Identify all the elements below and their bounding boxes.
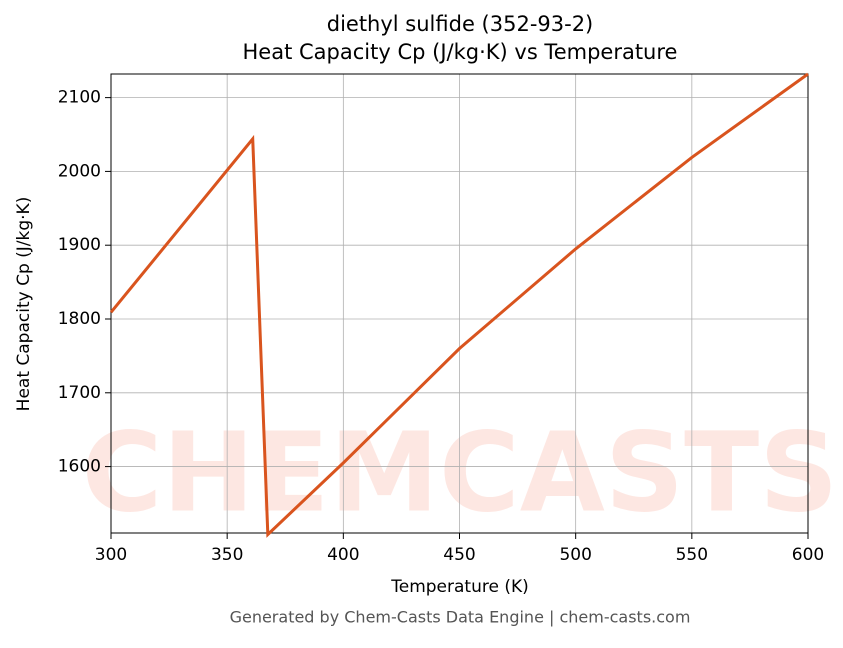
chart-subtitle: Heat Capacity Cp (J/kg·K) vs Temperature (243, 40, 678, 64)
x-tick-label: 550 (676, 545, 708, 565)
x-tick-label: 600 (792, 545, 824, 565)
chart-title: diethyl sulfide (352-93-2) (327, 12, 594, 36)
x-tick-label: 400 (327, 545, 359, 565)
y-axis-label: Heat Capacity Cp (J/kg·K) (14, 197, 34, 412)
watermark: CHEMCASTS (82, 408, 839, 536)
x-tick-label: 300 (95, 545, 127, 565)
y-tick-label: 1600 (58, 457, 101, 477)
x-tick-label: 500 (559, 545, 591, 565)
y-tick-label: 2100 (58, 88, 101, 108)
y-tick-label: 1900 (58, 235, 101, 255)
x-tick-label: 450 (443, 545, 475, 565)
y-tick-label: 1800 (58, 309, 101, 329)
x-axis-label: Temperature (K) (390, 577, 529, 597)
x-tick-label: 350 (211, 545, 243, 565)
y-tick-label: 2000 (58, 161, 101, 181)
y-tick-label: 1700 (58, 383, 101, 403)
plot-frame (110, 73, 809, 534)
footer: Generated by Chem-Casts Data Engine | ch… (230, 608, 691, 627)
data-line (109, 72, 809, 538)
